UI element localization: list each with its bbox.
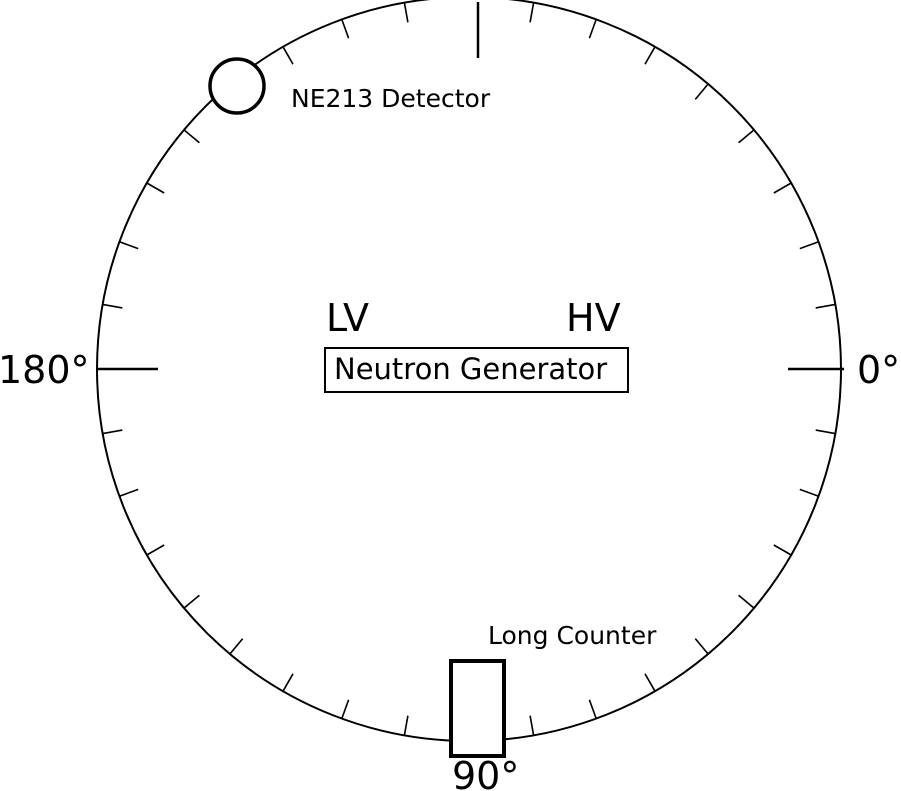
minor-tick-350 (815, 303, 836, 309)
ne213-detector-label: NE213 Detector (291, 84, 491, 113)
minor-tick-290 (588, 19, 597, 39)
angle-label-180: 180° (0, 348, 90, 392)
minor-tick-120 (282, 673, 294, 692)
minor-tick-310 (694, 83, 709, 100)
minor-tick-170 (102, 429, 123, 435)
ne213-detector-circle (208, 57, 266, 115)
neutron-generator-box (324, 347, 629, 393)
minor-tick-160 (119, 488, 139, 497)
minor-tick-260 (403, 2, 409, 23)
minor-tick-300 (644, 46, 656, 65)
minor-tick-220 (183, 129, 200, 144)
minor-tick-80 (529, 715, 535, 736)
long-counter-label: Long Counter (488, 621, 657, 650)
angle-label-90: 90° (452, 754, 519, 791)
angle-label-0: 0° (857, 348, 900, 392)
minor-tick-50 (694, 638, 709, 655)
long-counter-box (449, 659, 506, 758)
minor-tick-140 (183, 594, 200, 609)
minor-tick-130 (229, 638, 244, 655)
minor-tick-330 (773, 182, 792, 194)
minor-tick-110 (341, 699, 350, 719)
minor-tick-40 (738, 594, 755, 609)
lv-label: LV (326, 296, 369, 340)
minor-tick-150 (146, 544, 165, 556)
minor-tick-10 (815, 429, 836, 435)
minor-tick-100 (403, 715, 409, 736)
minor-tick-190 (102, 303, 123, 309)
minor-tick-210 (146, 182, 165, 194)
minor-tick-250 (341, 19, 350, 39)
minor-tick-30 (773, 544, 792, 556)
minor-tick-280 (529, 2, 535, 23)
neutron-generator-label: Neutron Generator (334, 352, 607, 386)
minor-tick-340 (799, 241, 819, 250)
minor-tick-320 (738, 129, 755, 144)
minor-tick-200 (119, 241, 139, 250)
minor-tick-60 (644, 673, 656, 692)
minor-tick-70 (588, 699, 597, 719)
minor-tick-240 (282, 46, 294, 65)
minor-tick-20 (799, 488, 819, 497)
angle-ticks (102, 2, 836, 736)
hv-label: HV (566, 296, 621, 340)
